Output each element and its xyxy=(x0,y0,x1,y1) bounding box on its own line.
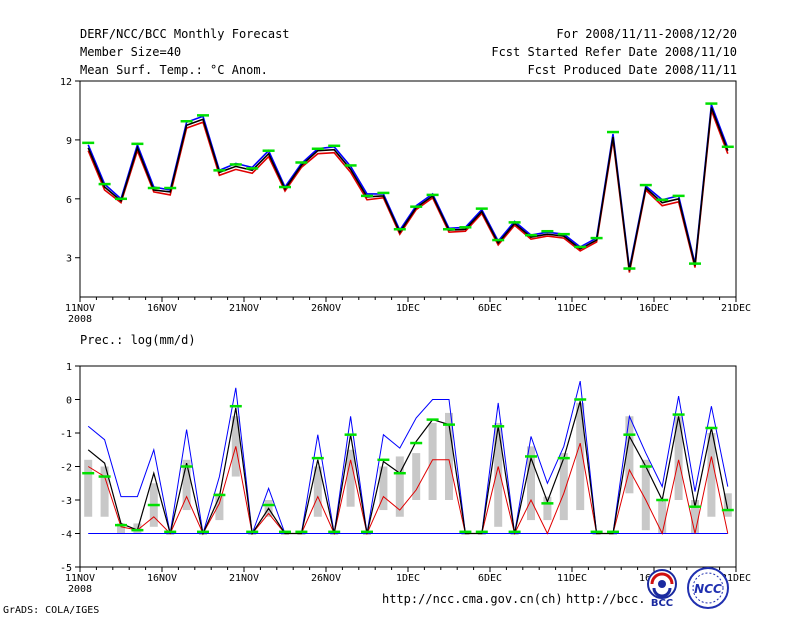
ncc-url-link[interactable]: http://ncc.cma.gov.cn(ch) xyxy=(382,592,563,606)
temp-xtick-label: 21NOV xyxy=(229,303,259,314)
precip-spread-bar xyxy=(609,533,617,535)
precip-max-line xyxy=(87,380,729,534)
precip-xtick-label: 16NOV xyxy=(147,573,177,584)
precip-spread-bar xyxy=(395,456,404,517)
precip-spread-bar xyxy=(182,459,191,511)
precip-spread-bar xyxy=(461,533,470,535)
temp-ytick-label: 6 xyxy=(66,195,72,206)
precip-spread-bar xyxy=(658,500,667,534)
ncc-logo-text: NCC xyxy=(694,582,722,596)
precip-spread-bar xyxy=(559,453,568,521)
temp-xtick-label: 26NOV xyxy=(311,303,341,314)
precip-spread-bar xyxy=(445,412,453,500)
chart-title: DERF/NCC/BCC Monthly Forecast xyxy=(80,27,290,41)
precip-min-line xyxy=(87,442,729,536)
precip-spread-bar xyxy=(674,416,683,500)
grads-credit: GrADS: COLA/IGES xyxy=(3,605,100,616)
precip-spread-bar xyxy=(346,449,355,507)
temp-ytick-label: 3 xyxy=(66,254,72,265)
forecast-period: For 2008/11/11-2008/12/20 xyxy=(556,27,737,41)
temp-xtick-label: 21DEC xyxy=(721,303,751,314)
temp-xtick-label: 16DEC xyxy=(639,303,669,314)
precip-spread-bar xyxy=(494,422,503,527)
temp-xtick-label: 11DEC xyxy=(557,303,587,314)
precip-spread-bar xyxy=(281,533,289,535)
ncc-logo: NCC xyxy=(684,566,732,614)
precip-spread-bar xyxy=(428,422,437,500)
forecast-produced-date: Fcst Produced Date 2008/11/11 xyxy=(527,63,737,77)
precip-spread-bar xyxy=(379,466,388,511)
precip-plot-frame xyxy=(79,365,737,568)
precip-xtick-label: 21NOV xyxy=(229,573,259,584)
precip-panel-title: Prec.: log(mm/d) xyxy=(80,333,196,347)
bcc-logo: BCC xyxy=(640,568,684,612)
precip-xtick-label: 26NOV xyxy=(311,573,341,584)
precip-spread-bar xyxy=(625,416,634,494)
precip-spread-bar xyxy=(527,446,535,521)
temp-plot-frame xyxy=(79,80,737,298)
temp-xtick-label: 11NOV xyxy=(65,303,95,314)
variable-label: Mean Surf. Temp.: °C Anom. xyxy=(80,63,268,77)
temp-mean-line xyxy=(87,107,729,271)
precip-spread-bar xyxy=(691,500,699,534)
precip-ytick-label: -1 xyxy=(60,429,72,440)
precip-spread-bar xyxy=(313,466,322,517)
precip-spread-bar xyxy=(543,496,552,521)
temp-ytick-label: 12 xyxy=(60,77,72,88)
temp-xtick-year: 2008 xyxy=(68,314,92,325)
precip-mean-line xyxy=(87,401,729,536)
temp-ytick-label: 9 xyxy=(66,136,72,147)
precip-spread-bar xyxy=(592,533,601,535)
precip-ytick-label: 1 xyxy=(66,362,72,373)
bcc-url-link[interactable]: http://bcc. xyxy=(566,592,646,606)
precip-xtick-label: 1DEC xyxy=(396,573,420,584)
precip-xtick-label: 11DEC xyxy=(557,573,587,584)
precip-ytick-label: 0 xyxy=(66,396,72,407)
precip-spread-bar xyxy=(412,453,421,500)
precip-spread-bar xyxy=(707,433,716,517)
precip-spread-bar xyxy=(166,533,175,535)
precip-spread-bar xyxy=(84,459,93,517)
precip-ytick-label: -5 xyxy=(60,563,72,574)
precip-ytick-label: -2 xyxy=(60,463,72,474)
precip-spread-bar xyxy=(297,533,306,535)
precip-spread-bar xyxy=(100,466,109,517)
precip-ytick-label: -3 xyxy=(60,496,72,507)
precip-spread-bar xyxy=(117,523,125,534)
temp-max-line xyxy=(87,104,729,269)
precip-xtick-label: 21DEC xyxy=(721,573,751,584)
precip-ytick-label: -4 xyxy=(60,530,72,541)
precip-spread-bar xyxy=(477,533,486,535)
precip-xtick-year: 2008 xyxy=(68,584,92,595)
temp-xtick-label: 6DEC xyxy=(478,303,502,314)
precip-xtick-label: 11NOV xyxy=(65,573,95,584)
member-size-label: Member Size=40 xyxy=(80,45,182,59)
precip-xtick-label: 6DEC xyxy=(478,573,502,584)
bcc-logo-text: BCC xyxy=(651,598,673,608)
temp-xtick-label: 1DEC xyxy=(396,303,420,314)
temp-xtick-label: 16NOV xyxy=(147,303,177,314)
precip-spread-bar xyxy=(723,493,732,517)
precip-spread-bar xyxy=(576,402,585,511)
precip-spread-bar xyxy=(641,459,650,531)
precip-spread-bar xyxy=(215,493,224,521)
forecast-start-date: Fcst Started Refer Date 2008/11/10 xyxy=(491,45,737,59)
